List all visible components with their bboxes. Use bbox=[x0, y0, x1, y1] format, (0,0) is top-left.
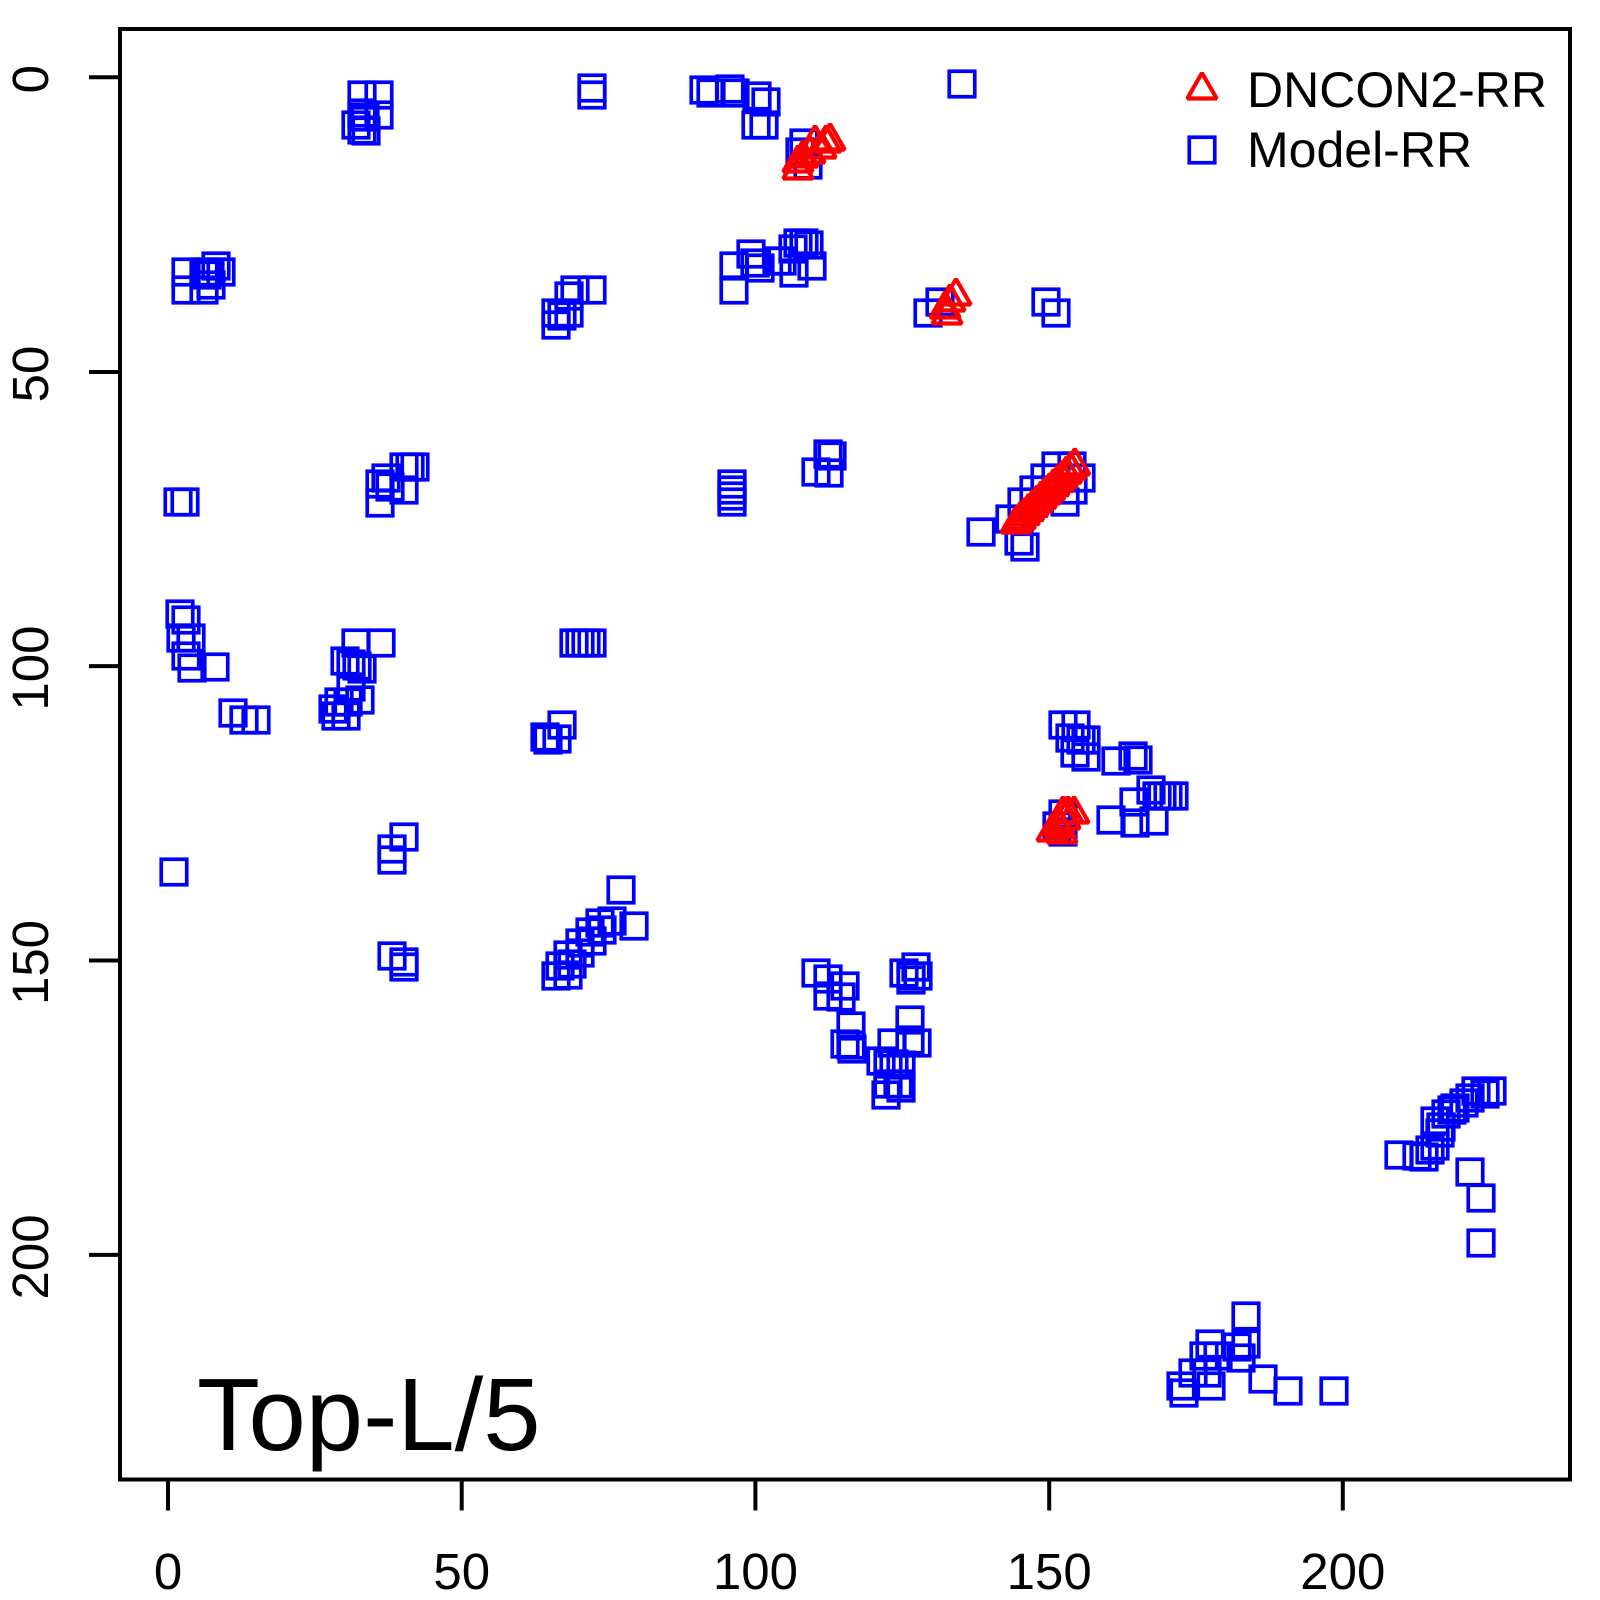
svg-text:DNCON2-RR: DNCON2-RR bbox=[1247, 62, 1547, 118]
svg-text:50: 50 bbox=[433, 1543, 490, 1600]
svg-text:0: 0 bbox=[154, 1543, 182, 1600]
svg-text:100: 100 bbox=[2, 626, 59, 711]
svg-text:150: 150 bbox=[2, 920, 59, 1005]
svg-text:100: 100 bbox=[713, 1543, 798, 1600]
svg-text:Model-RR: Model-RR bbox=[1247, 122, 1472, 178]
svg-text:0: 0 bbox=[2, 65, 59, 93]
svg-text:50: 50 bbox=[2, 346, 59, 403]
svg-text:200: 200 bbox=[1300, 1543, 1385, 1600]
svg-text:Top-L/5: Top-L/5 bbox=[197, 1357, 541, 1472]
svg-text:150: 150 bbox=[1007, 1543, 1092, 1600]
svg-text:200: 200 bbox=[2, 1214, 59, 1299]
